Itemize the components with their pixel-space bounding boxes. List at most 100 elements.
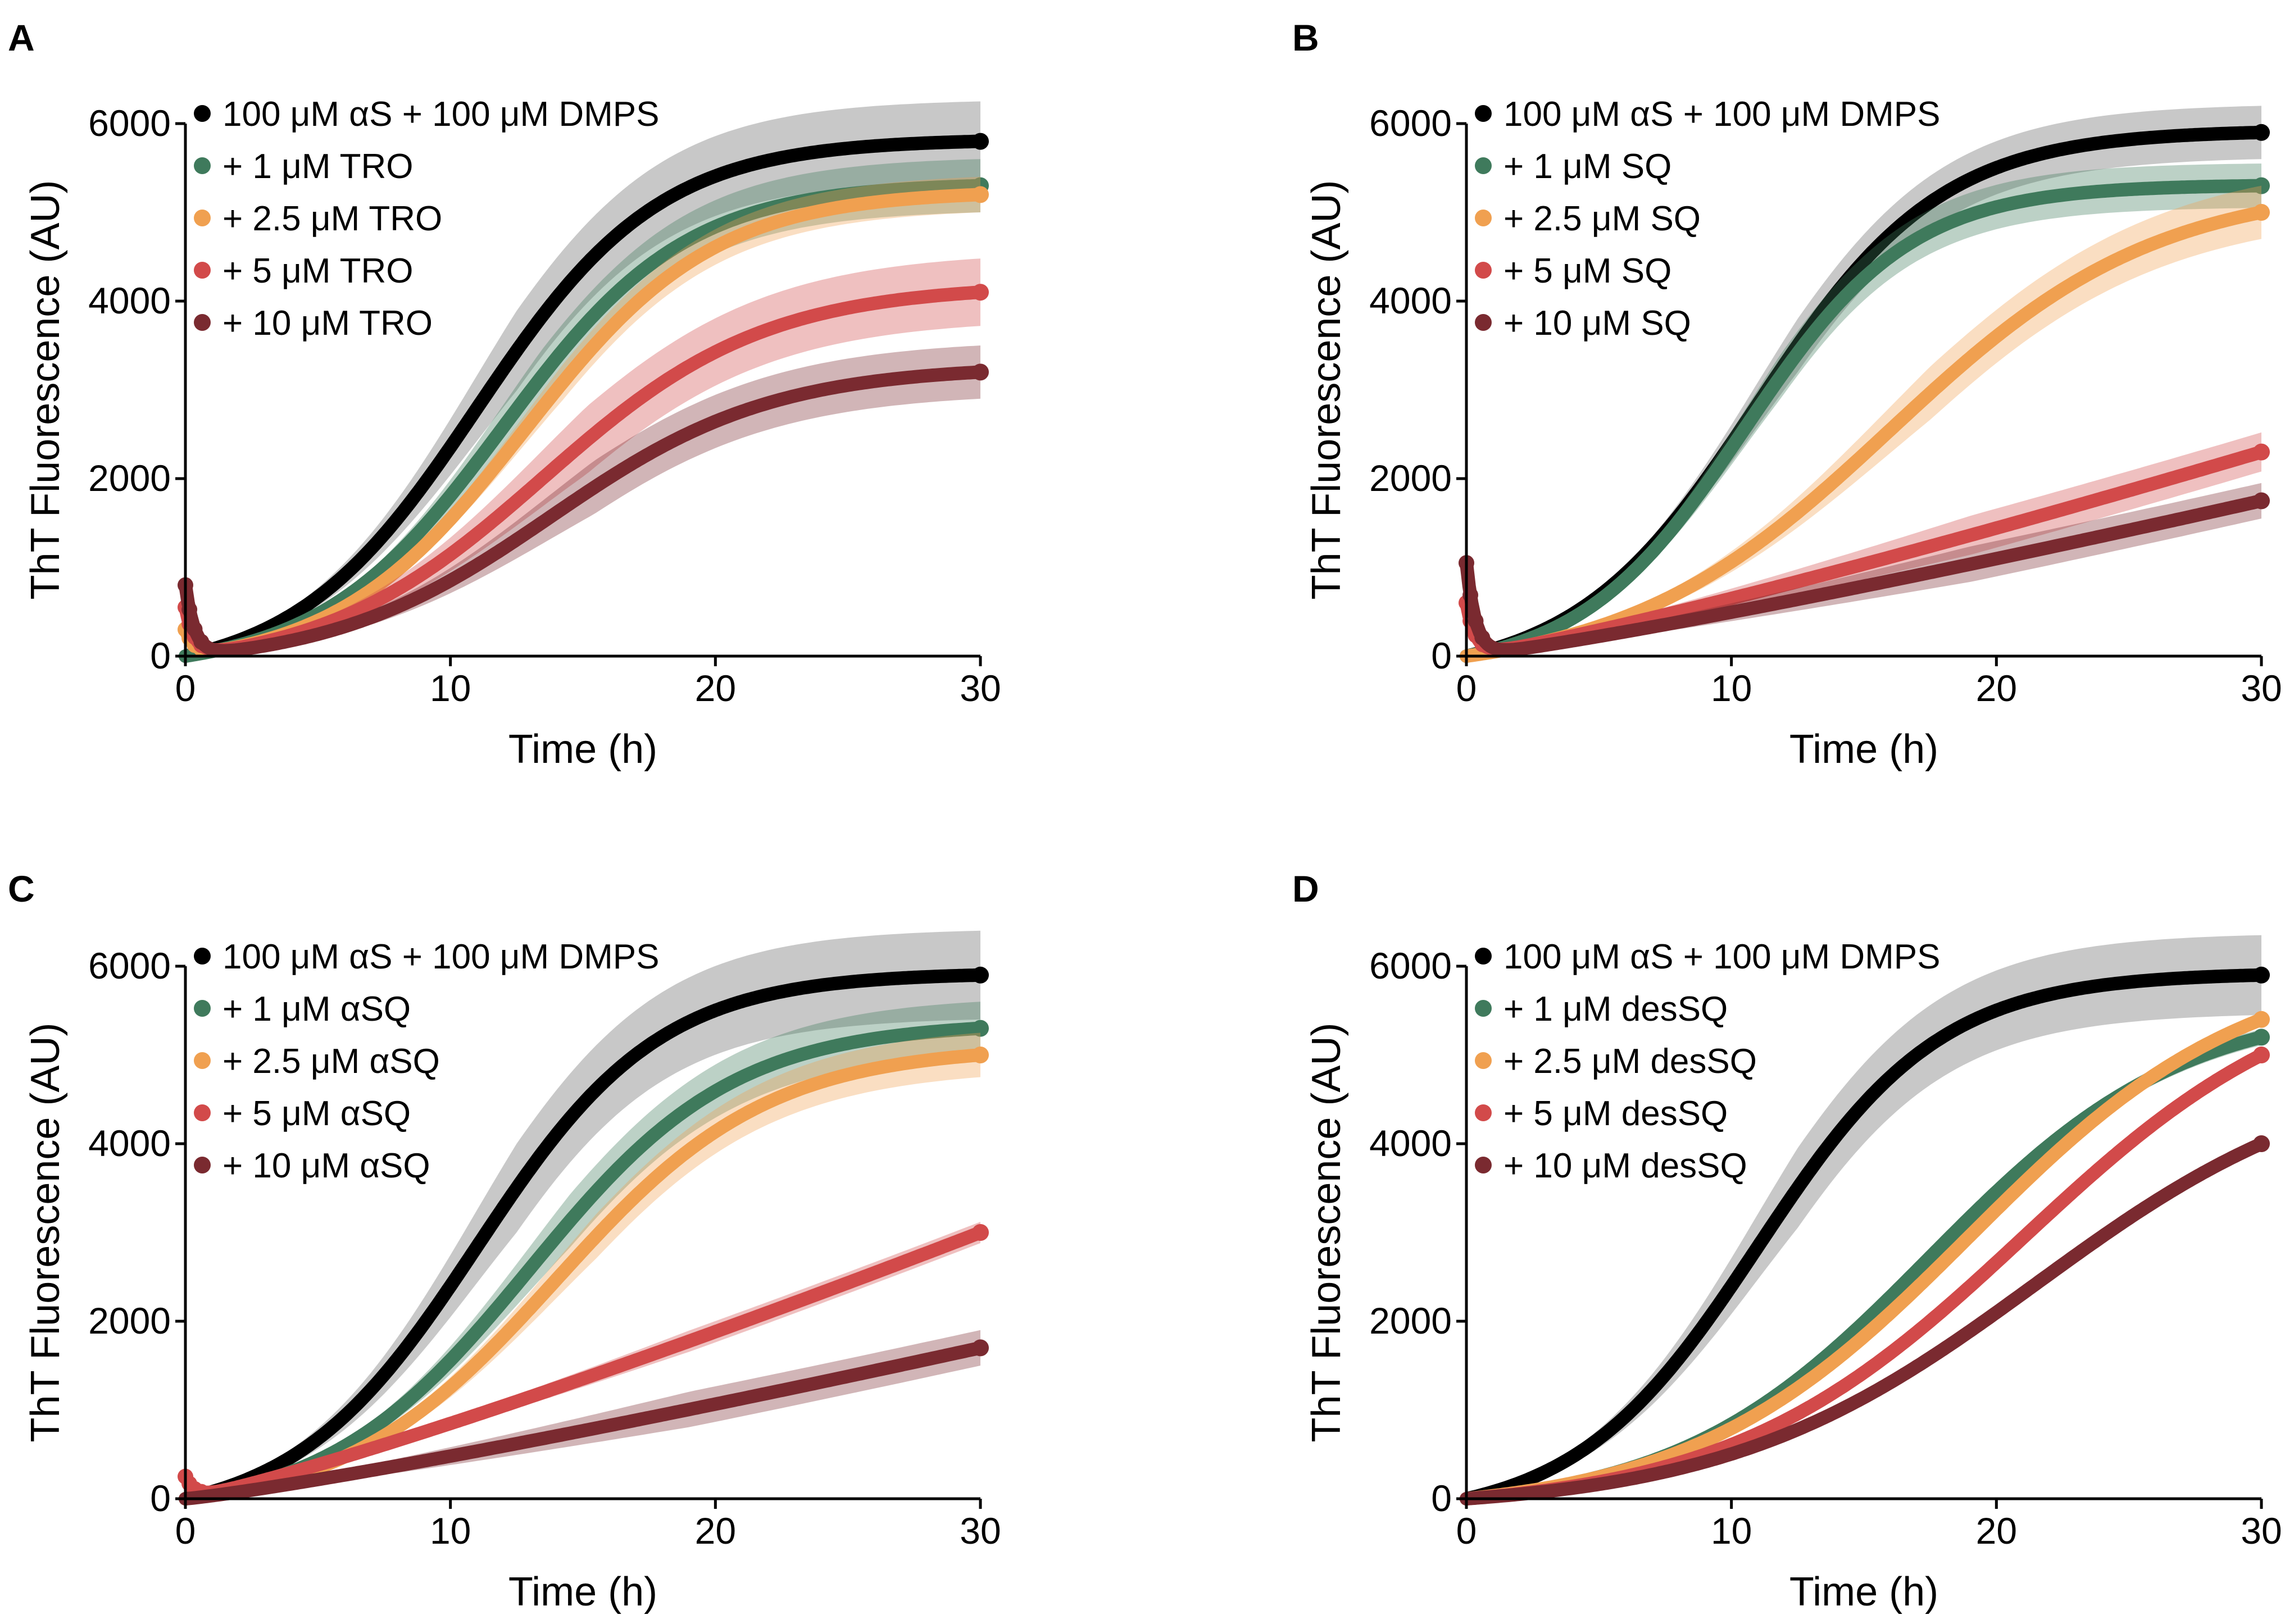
error-band [185, 1032, 980, 1499]
legend-item: + 5 μM desSQ [1475, 1094, 1728, 1133]
series-green [1460, 163, 2270, 663]
x-tick-label: 10 [430, 1510, 471, 1552]
data-point [972, 966, 989, 984]
panel-letter: D [1292, 868, 1319, 909]
data-point [2253, 124, 2270, 141]
series-line [1460, 1137, 2268, 1505]
series-line [179, 365, 987, 658]
y-tick-label: 6000 [88, 945, 171, 986]
legend-label: 100 μM αS + 100 μM DMPS [222, 938, 660, 976]
legend-marker [194, 948, 211, 965]
y-tick-label: 4000 [88, 1122, 171, 1164]
legend-item: 100 μM αS + 100 μM DMPS [1475, 938, 1941, 976]
error-band [185, 1002, 980, 1499]
data-point [193, 634, 210, 650]
x-tick-label: 10 [430, 667, 471, 709]
legend-item: + 10 μM αSQ [194, 1147, 430, 1185]
series-line [179, 968, 987, 1505]
y-tick-label: 6000 [1369, 102, 1452, 144]
legend-label: + 5 μM SQ [1503, 252, 1671, 290]
error-band [1466, 935, 2261, 1499]
legend-item: + 10 μM desSQ [1475, 1147, 1747, 1185]
x-tick-label: 20 [695, 667, 736, 709]
x-axis-label: Time (h) [508, 727, 657, 772]
legend-label: + 10 μM desSQ [1503, 1147, 1747, 1185]
legend-item: 100 μM αS + 100 μM DMPS [194, 95, 660, 134]
series-group [178, 101, 989, 663]
legend-item: + 2.5 μM αSQ [194, 1042, 440, 1081]
legend-marker [194, 1000, 211, 1017]
y-tick-label: 2000 [88, 1300, 171, 1341]
data-point [972, 1020, 989, 1037]
y-tick-label: 4000 [88, 280, 171, 321]
legend-label: + 10 μM αSQ [222, 1147, 430, 1185]
series-darkred [179, 1330, 989, 1505]
y-axis-label: ThT Fluorescence (AU) [1304, 180, 1349, 600]
error-band [185, 258, 980, 653]
data-point [972, 284, 989, 301]
data-point [2253, 492, 2270, 510]
x-tick-label: 0 [175, 1510, 196, 1552]
legend-label: + 2.5 μM desSQ [1503, 1042, 1757, 1081]
y-tick-label: 2000 [1369, 457, 1452, 499]
legend-marker [1475, 1000, 1492, 1017]
legend-marker [194, 262, 211, 279]
legend-label: + 1 μM TRO [222, 147, 414, 186]
series-black [1460, 935, 2270, 1505]
legend-item: 100 μM αS + 100 μM DMPS [194, 938, 660, 976]
data-point [2253, 1135, 2270, 1152]
legend: 100 μM αS + 100 μM DMPS + 1 μM αSQ + 2.5 μ… [194, 938, 660, 1185]
x-axis-label: Time (h) [1789, 1570, 1938, 1614]
legend-marker [194, 210, 211, 226]
panel-letter: A [8, 17, 35, 58]
panel-letter: B [1292, 17, 1319, 58]
y-tick-label: 6000 [1369, 945, 1452, 986]
x-tick-label: 30 [960, 1510, 1001, 1552]
series-line [179, 134, 987, 663]
x-tick-label: 30 [2241, 667, 2282, 709]
data-point [1474, 630, 1491, 646]
legend-item: + 1 μM desSQ [1475, 990, 1728, 1029]
data-point [2253, 1011, 2270, 1028]
legend-label: + 1 μM αSQ [222, 990, 411, 1029]
legend-item: + 1 μM SQ [1475, 147, 1671, 186]
legend-marker [1475, 1104, 1492, 1121]
legend-label: + 5 μM desSQ [1503, 1094, 1728, 1133]
series-line [179, 1341, 987, 1505]
legend-label: 100 μM αS + 100 μM DMPS [222, 95, 660, 134]
legend-item: + 2.5 μM SQ [1475, 199, 1701, 238]
data-point [972, 133, 989, 150]
data-point [181, 601, 198, 617]
legend-label: + 2.5 μM αSQ [222, 1042, 440, 1081]
legend-item: + 2.5 μM TRO [194, 199, 442, 238]
series-darkred [178, 345, 989, 658]
data-point [972, 1047, 989, 1063]
series-line [1460, 968, 2268, 1505]
chart-panel-c: C 0 10 20 30 0 2000 4000 6000 Time (h) ThT Fluores… [8, 868, 1001, 1614]
legend-item: + 10 μM TRO [194, 304, 433, 343]
y-tick-label: 2000 [1369, 1300, 1452, 1341]
x-tick-label: 20 [1976, 1510, 2017, 1552]
data-point [972, 1339, 989, 1357]
legend: 100 μM αS + 100 μM DMPS + 1 μM SQ + 2.5 μM… [1475, 95, 1941, 343]
data-point [972, 363, 989, 381]
y-tick-label: 0 [1431, 635, 1452, 676]
data-point [972, 186, 989, 203]
y-tick-label: 4000 [1369, 280, 1452, 321]
data-point [2253, 204, 2270, 221]
series-black [179, 101, 989, 663]
data-point [1462, 587, 1479, 603]
legend-item: + 2.5 μM desSQ [1475, 1042, 1757, 1081]
y-tick-label: 0 [150, 1477, 171, 1519]
legend-marker [194, 1104, 211, 1121]
chart-panel-a: A 0 10 20 30 0 2000 4000 6000 Time (h) ThT Fluores… [8, 17, 1001, 772]
x-tick-label: 30 [2241, 1510, 2282, 1552]
y-axis-label: ThT Fluorescence (AU) [23, 1023, 68, 1443]
legend-marker [1475, 948, 1492, 965]
y-axis-label: ThT Fluorescence (AU) [23, 180, 68, 600]
x-tick-label: 10 [1711, 667, 1752, 709]
data-point [972, 1224, 989, 1241]
x-tick-label: 0 [1456, 1510, 1477, 1552]
data-point [2253, 966, 2270, 984]
y-tick-label: 2000 [88, 457, 171, 499]
